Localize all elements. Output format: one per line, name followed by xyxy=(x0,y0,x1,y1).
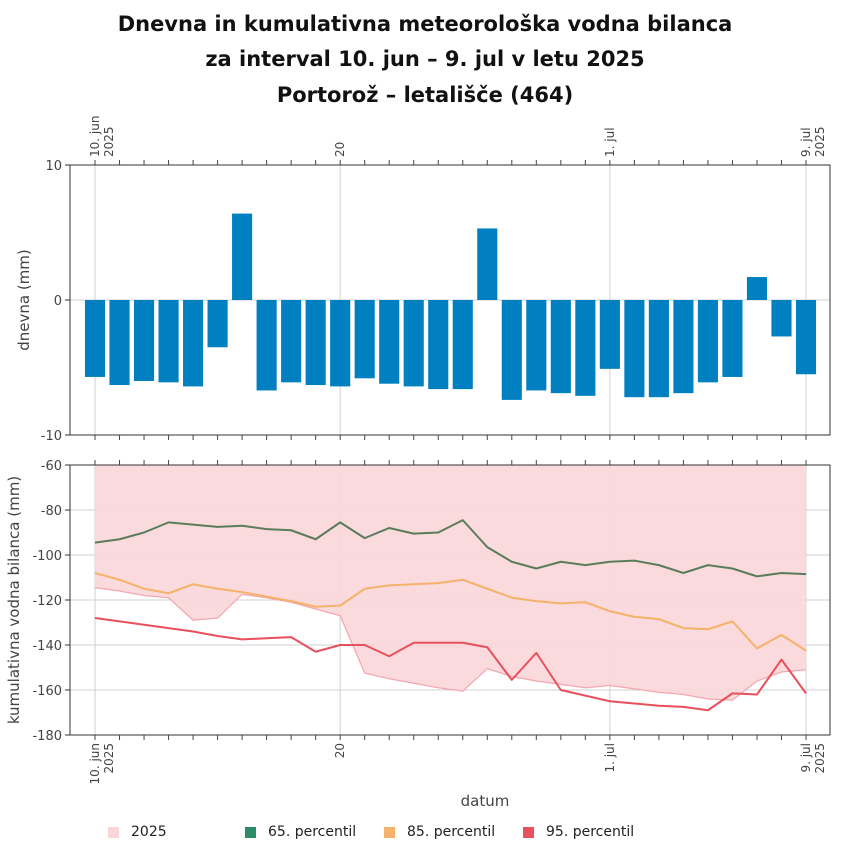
line-2025 xyxy=(94,587,807,701)
x-tick-label: 10. jun xyxy=(88,116,102,157)
bar-5-jul xyxy=(697,300,718,383)
x-tick-label: 10. jun xyxy=(88,743,102,784)
y-tick-label: -180 xyxy=(32,729,62,744)
y-tick-label: -120 xyxy=(32,594,62,609)
bar-27-jun xyxy=(501,300,522,400)
bar-18-jun xyxy=(281,300,302,383)
x-tick-label-bottom: 20 xyxy=(333,743,347,758)
y-tick-label: -60 xyxy=(41,459,62,474)
y-tick-label: -10 xyxy=(41,429,62,444)
x-tick-label-top: 10. jun 2025 xyxy=(88,116,116,157)
legend-swatch-p85 xyxy=(384,826,395,838)
x-tick-label-top: 1. jul xyxy=(603,127,617,157)
bar-29-jun xyxy=(550,300,571,394)
x-tick-label: 20 xyxy=(333,743,347,758)
y-axis-label-cumulative: kumulativna vodna bilanca (mm) xyxy=(5,476,23,724)
bar-15-jun xyxy=(207,300,228,348)
bar-7-jul xyxy=(746,277,768,300)
legend-label-p95: 95. percentil xyxy=(546,824,635,840)
chart-title-line-2: za interval 10. jun – 9. jul v letu 2025 xyxy=(205,47,645,71)
x-axis-label: datum xyxy=(461,792,510,810)
x-tick-label-bottom: 1. jul xyxy=(603,743,617,773)
x-tick-sublabel: 2025 xyxy=(813,743,827,774)
bar-21-jun xyxy=(354,300,375,379)
bar-17-jun xyxy=(256,300,277,391)
bar-1-jul xyxy=(599,300,620,369)
x-tick-label-top: 20 xyxy=(333,142,347,157)
bar-19-jun xyxy=(305,300,326,386)
chart-title-line-3: Portorož – letališče (464) xyxy=(276,83,574,107)
bar-20-jun xyxy=(330,300,351,387)
bar-26-jun xyxy=(477,228,498,300)
line-p95 xyxy=(94,617,807,712)
x-tick-label-top: 9. jul 2025 xyxy=(799,126,827,157)
bar-8-jul xyxy=(771,300,792,337)
legend-item-p95[interactable]: 95. percentil xyxy=(523,824,634,840)
bar-12-jun xyxy=(133,300,155,381)
bar-25-jun xyxy=(452,300,473,390)
y-tick-label: 10 xyxy=(45,159,62,174)
legend-swatch-p95 xyxy=(523,826,534,838)
legend-swatch-2025 xyxy=(108,826,119,838)
bar-4-jul xyxy=(673,300,694,394)
y-tick-label: -140 xyxy=(32,639,62,654)
bar-2-jul xyxy=(624,300,645,398)
x-tick-label: 9. jul xyxy=(799,743,813,773)
legend-label-p65: 65. percentil xyxy=(268,824,357,840)
bar-16-jun xyxy=(232,213,253,300)
bar-23-jun xyxy=(403,300,424,387)
legend-item-p85[interactable]: 85. percentil xyxy=(384,824,495,840)
y-axis-label-daily: dnevna (mm) xyxy=(15,249,33,351)
y-tick-label: -160 xyxy=(32,684,62,699)
y-tick-label: -80 xyxy=(41,504,62,519)
x-tick-sublabel: 2025 xyxy=(102,743,116,774)
x-tick-sublabel: 2025 xyxy=(813,126,827,157)
bar-11-jun xyxy=(109,300,130,386)
bar-9-jul xyxy=(795,300,817,375)
y-tick-label: 0 xyxy=(54,294,62,309)
bar-30-jun xyxy=(575,300,596,396)
legend-label-p85: 85. percentil xyxy=(407,824,496,840)
legend-swatch-p65 xyxy=(245,826,256,838)
bar-6-jul xyxy=(722,300,743,377)
y-tick-label: -100 xyxy=(32,549,62,564)
line-p65 xyxy=(94,519,807,578)
bar-22-jun xyxy=(379,300,400,384)
bar-10-jun xyxy=(84,300,106,377)
bar-28-jun xyxy=(526,300,547,391)
bar-3-jul xyxy=(648,300,669,398)
x-tick-sublabel: 2025 xyxy=(102,126,116,157)
legend-item-2025[interactable]: 2025 xyxy=(108,824,167,840)
legend-item-p65[interactable]: 65. percentil xyxy=(245,824,356,840)
x-tick-label: 9. jul xyxy=(799,127,813,157)
x-tick-label-bottom: 10. jun 2025 xyxy=(88,743,116,784)
area-2025 xyxy=(95,465,806,701)
bar-13-jun xyxy=(158,300,179,383)
x-tick-label: 20 xyxy=(333,142,347,157)
x-tick-label: 1. jul xyxy=(603,743,617,773)
line-p85 xyxy=(94,572,807,652)
bar-24-jun xyxy=(428,300,449,390)
bar-14-jun xyxy=(183,300,204,387)
x-tick-label-bottom: 9. jul 2025 xyxy=(799,743,827,774)
x-tick-label: 1. jul xyxy=(603,127,617,157)
chart-title-line-1: Dnevna in kumulativna meteorološka vodna… xyxy=(117,12,733,36)
legend-label-2025: 2025 xyxy=(131,824,167,840)
